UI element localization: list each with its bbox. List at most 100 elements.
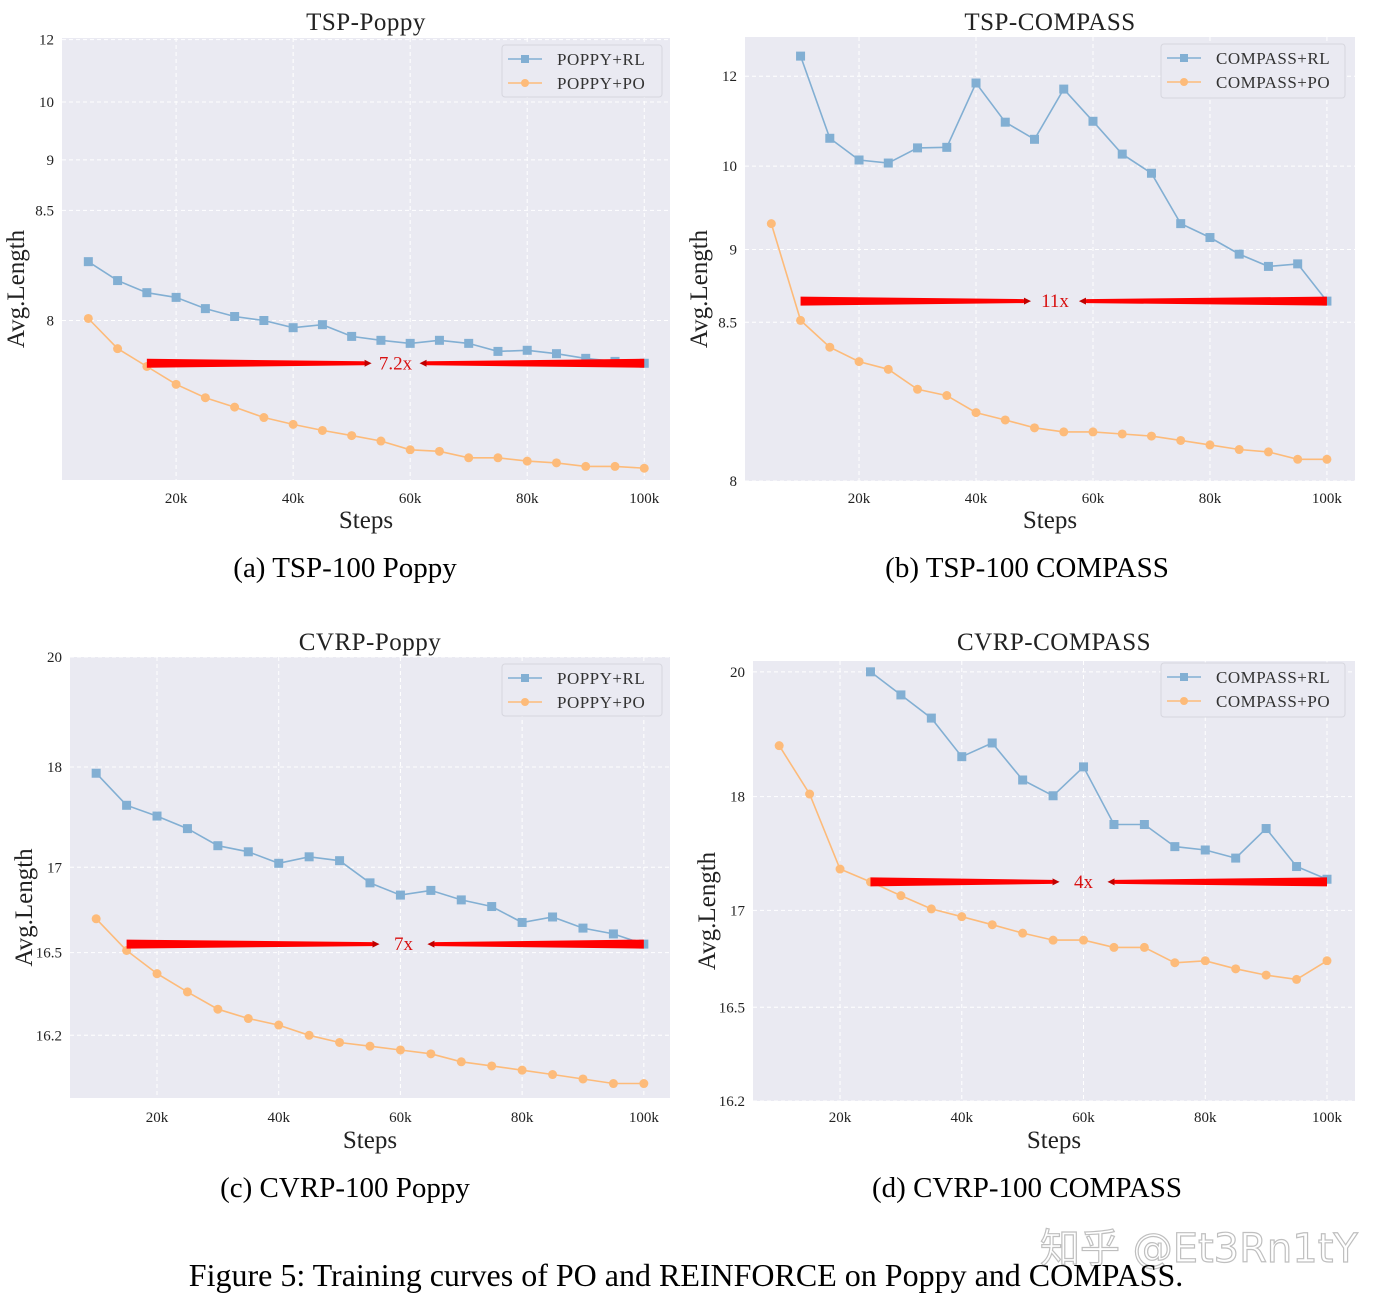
- data-point: [913, 143, 923, 153]
- legend-label: COMPASS+PO: [1216, 73, 1330, 92]
- data-point: [957, 912, 967, 922]
- data-point: [1088, 427, 1098, 437]
- subplot-title: CVRP-COMPASS: [957, 629, 1151, 656]
- data-point: [854, 155, 864, 165]
- data-point: [608, 1079, 618, 1089]
- arrowhead-icon: [1078, 297, 1086, 305]
- data-point: [1205, 440, 1215, 450]
- y-tick-label: 8.5: [718, 315, 737, 331]
- subplots: 20k 40k 60k 80k 100k88.5910127.2xPOPPY+RLPOP…: [3, 9, 1355, 1204]
- arrow-right: [126, 939, 380, 949]
- arrow-left: [1078, 296, 1327, 306]
- arrow-right: [146, 358, 372, 368]
- x-axis-label: Steps: [1023, 507, 1077, 534]
- y-tick-label: 10: [39, 95, 54, 111]
- data-point: [213, 1004, 223, 1014]
- data-point: [1079, 935, 1089, 945]
- data-point: [1231, 853, 1241, 863]
- arrowhead-icon: [419, 359, 427, 367]
- data-point: [91, 914, 101, 924]
- arrowhead-icon: [372, 940, 380, 948]
- data-point: [1146, 168, 1156, 178]
- legend-label: POPPY+PO: [557, 693, 645, 712]
- series-poppy-po: [91, 914, 649, 1089]
- data-point: [1231, 964, 1241, 974]
- y-tick-label: 12: [722, 69, 737, 85]
- data-point: [83, 257, 93, 267]
- data-point: [304, 1030, 314, 1040]
- data-point: [288, 419, 298, 429]
- data-point: [317, 320, 327, 330]
- legend-label: POPPY+RL: [557, 669, 645, 688]
- data-point: [347, 431, 357, 441]
- y-tick-label: 8: [730, 474, 738, 490]
- data-point: [971, 408, 981, 418]
- data-point: [1322, 454, 1332, 464]
- legend-box: [1160, 43, 1346, 99]
- x-tick-label: 20k: [848, 491, 871, 507]
- data-point: [434, 335, 444, 345]
- x-tick-label: 20k: [165, 491, 188, 507]
- y-axis-label: Avg.Length: [11, 848, 38, 967]
- data-point: [1292, 862, 1302, 872]
- data-point: [213, 841, 223, 851]
- data-point: [274, 1020, 284, 1030]
- y-axis-label: Avg.Length: [686, 229, 713, 348]
- data-point: [1293, 259, 1303, 269]
- data-point: [608, 929, 618, 939]
- data-point: [335, 1037, 345, 1047]
- series-poppy-rl: [83, 257, 649, 368]
- x-tick-label: 20k: [146, 1110, 169, 1126]
- subfigure-caption: (c) CVRP-100 Poppy: [220, 1172, 470, 1204]
- data-point: [113, 276, 123, 286]
- subplot-title: TSP-Poppy: [306, 9, 426, 36]
- legend: POPPY+RL POPPY+PO: [501, 663, 663, 717]
- subplot-3: 20k 40k 60k 80k 100k 16.2 16.5 17 18 20 7x POPPY+RL…: [11, 629, 670, 1204]
- speedup-annotation: 7x: [126, 934, 644, 955]
- x-tick-label: 40k: [282, 491, 305, 507]
- data-point: [551, 349, 561, 359]
- data-point: [774, 741, 784, 751]
- plot-area: [62, 38, 670, 480]
- data-point: [1205, 233, 1215, 243]
- data-point: [896, 690, 906, 700]
- data-point: [1030, 134, 1040, 144]
- data-point: [766, 219, 776, 229]
- legend-label: COMPASS+RL: [1216, 668, 1330, 687]
- data-point: [1234, 249, 1244, 259]
- y-tick-label: 20: [47, 650, 62, 666]
- data-point: [1170, 958, 1180, 968]
- data-point: [578, 1074, 588, 1084]
- data-point: [200, 393, 210, 403]
- figure-caption: Figure 5: Training curves of PO and REIN…: [189, 1257, 1183, 1293]
- y-axis-label: Avg.Length: [694, 851, 721, 970]
- data-point: [456, 1057, 466, 1067]
- data-point: [1018, 775, 1028, 785]
- data-point: [796, 315, 806, 325]
- data-point: [1176, 219, 1186, 229]
- y-tick-label: 17: [47, 860, 63, 876]
- speedup-label: 4x: [1074, 872, 1094, 893]
- x-tick-label: 80k: [516, 491, 539, 507]
- data-point: [274, 858, 284, 868]
- subplot-title: TSP-COMPASS: [964, 9, 1135, 36]
- data-point: [1000, 415, 1010, 425]
- legend-circle-marker-icon: [521, 79, 529, 87]
- data-point: [1234, 445, 1244, 455]
- legend-box: [501, 44, 663, 98]
- x-tick-label: 100k: [629, 491, 660, 507]
- data-point: [610, 461, 620, 471]
- plot-area: [745, 37, 1355, 481]
- data-point: [971, 78, 981, 88]
- series-line: [87, 261, 645, 365]
- data-point: [91, 768, 101, 778]
- data-point: [865, 667, 875, 677]
- data-point: [581, 353, 591, 363]
- data-point: [517, 917, 527, 927]
- data-point: [548, 912, 558, 922]
- data-point: [113, 344, 123, 354]
- data-point: [122, 800, 132, 810]
- data-point: [365, 878, 375, 888]
- data-point: [1176, 435, 1186, 445]
- arrow-left: [419, 358, 645, 368]
